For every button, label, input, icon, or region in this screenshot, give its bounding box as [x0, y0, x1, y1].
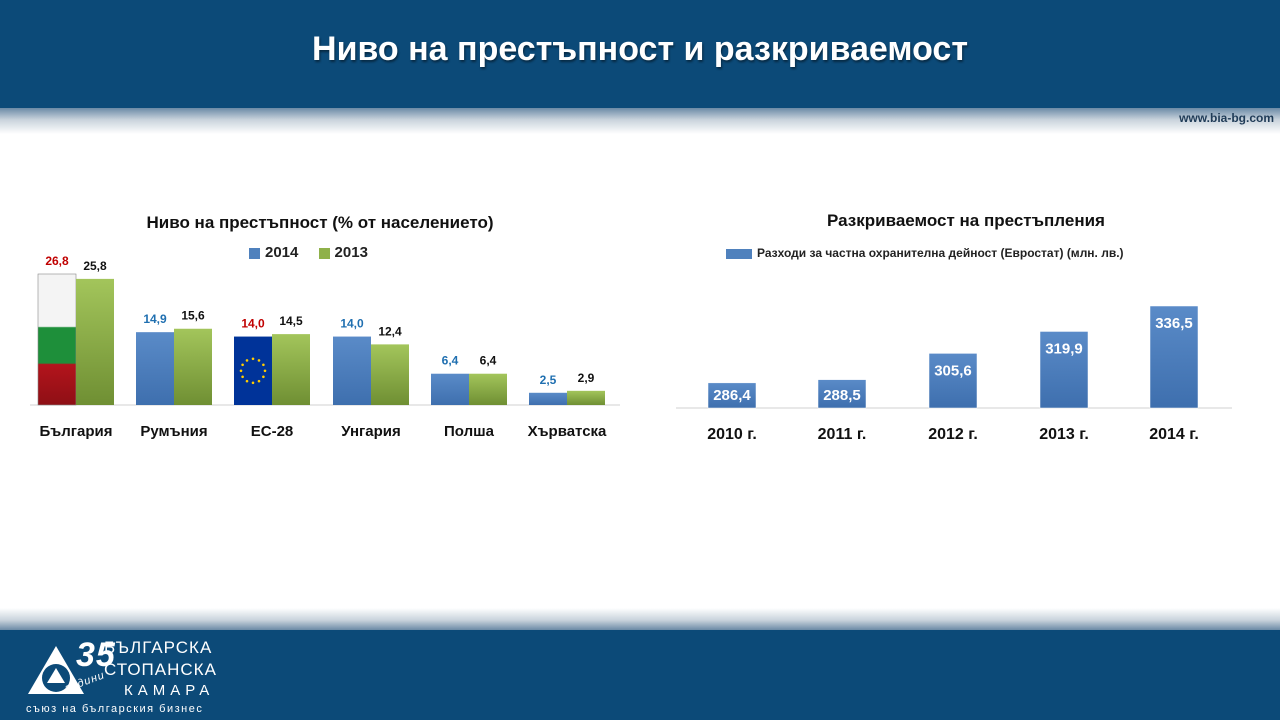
bar-2014-4: [431, 373, 469, 405]
chart1-plot: 26,8 25,8 България 14,9 15,6 Румъния 14,0 14,5 Е…: [30, 254, 620, 440]
bar-2013-0: [76, 278, 114, 405]
legend-label-expenses: Разходи за частна охранителна дейност (Е…: [757, 246, 1124, 260]
header-gradient: [0, 108, 1280, 134]
bar-2013-2: [272, 334, 310, 405]
legend-swatch-2014: [249, 247, 260, 259]
legend-swatch-expenses: [726, 248, 752, 259]
bar-2013-4: [469, 373, 507, 405]
category-label-1: Румъния: [140, 423, 207, 440]
eu-star: [251, 357, 255, 361]
data-label-2013-3: 12,4: [378, 324, 402, 338]
data-label-2013-2: 14,5: [279, 314, 303, 328]
logo-line2: СТОПАНСКА: [104, 660, 217, 679]
bia-logo-icon: [28, 646, 84, 694]
category-label-1: 2011 г.: [818, 426, 867, 443]
bar-2013-3: [371, 344, 409, 405]
bar-2014-1: [136, 332, 174, 405]
bar-2014-0: [37, 273, 77, 406]
category-label-5: Хърватска: [528, 423, 607, 440]
data-label-2014-1: 14,9: [143, 312, 167, 326]
bar-4: [1149, 305, 1199, 409]
category-label-3: Унгария: [341, 423, 401, 440]
data-label-2013-0: 25,8: [83, 259, 107, 273]
bar-2013-1: [174, 328, 212, 405]
bar-1: [817, 379, 867, 409]
bar-2: [928, 353, 978, 409]
bar-0: [707, 382, 757, 409]
page-title: Ниво на престъпност и разкриваемост: [312, 30, 968, 68]
logo-tagline: съюз на българския бизнес: [26, 703, 204, 715]
header-bar: [0, 0, 1280, 108]
data-label-2014-2: 14,0: [241, 317, 265, 331]
eu-star: [241, 375, 244, 379]
footer-bar: 35 години БЪЛГАРСКА СТОПАНСКА КАМАРА съю…: [0, 630, 1280, 720]
legend-label-2013: 2013: [334, 244, 368, 261]
eu-star: [257, 359, 261, 362]
eu-star: [241, 363, 244, 367]
eu-star: [257, 379, 261, 383]
category-label-3: 2013 г.: [1039, 426, 1089, 443]
eu-star: [251, 381, 255, 385]
data-label-2014-3: 14,0: [340, 317, 364, 331]
data-label-3: 319,9: [1045, 340, 1083, 357]
category-label-2: 2012 г.: [928, 426, 978, 443]
bar-2013-5: [567, 390, 605, 405]
logo-number: 35: [76, 636, 116, 674]
eu-star: [263, 369, 267, 373]
eu-star: [245, 359, 249, 362]
logo-line1: БЪЛГАРСКА: [104, 638, 213, 657]
chart2-title: Разкриваемост на престъпления: [827, 211, 1105, 230]
eu-star: [245, 379, 249, 383]
legend-item-2014: 2014: [249, 244, 298, 261]
legend-swatch-2013: [318, 247, 330, 259]
legend-label-2014: 2014: [265, 244, 299, 261]
data-label-2014-5: 2,5: [540, 373, 557, 387]
footer-gradient: [0, 608, 1280, 630]
eu-star: [239, 369, 243, 373]
data-label-2013-4: 6,4: [480, 354, 497, 368]
data-label-4: 336,5: [1155, 315, 1193, 332]
chart2-legend: Разходи за частна охранителна дейност (Е…: [726, 246, 1124, 260]
data-label-2: 305,6: [934, 362, 972, 379]
eu-star: [262, 363, 265, 367]
eu-star: [262, 375, 265, 379]
data-label-0: 286,4: [713, 387, 751, 404]
chart1-title: Ниво на престъпност (% от населението): [146, 213, 494, 232]
category-label-4: 2014 г.: [1149, 426, 1199, 443]
logo-line3: КАМАРА: [124, 682, 215, 699]
category-label-4: Полша: [444, 423, 495, 440]
category-label-0: България: [40, 423, 113, 440]
data-label-2014-4: 6,4: [442, 354, 459, 368]
bar-2014-5: [529, 392, 567, 405]
legend-item-2013: 2013: [318, 244, 368, 261]
chart2-plot: 286,4 2010 г. 288,5 2011 г. 305,6 2012 г. 319,…: [676, 305, 1232, 443]
data-label-1: 288,5: [823, 387, 861, 404]
website-url[interactable]: www.bia-bg.com: [1179, 111, 1274, 125]
bar-2014-3: [333, 336, 371, 405]
data-label-2013-5: 2,9: [578, 371, 595, 385]
data-label-2013-1: 15,6: [181, 309, 205, 323]
category-label-2: ЕС-28: [251, 423, 294, 440]
chart1-legend: 2014 2013: [249, 244, 384, 261]
bar-3: [1039, 331, 1089, 409]
data-label-2014-0: 26,8: [45, 254, 69, 268]
category-label-0: 2010 г.: [707, 426, 757, 443]
